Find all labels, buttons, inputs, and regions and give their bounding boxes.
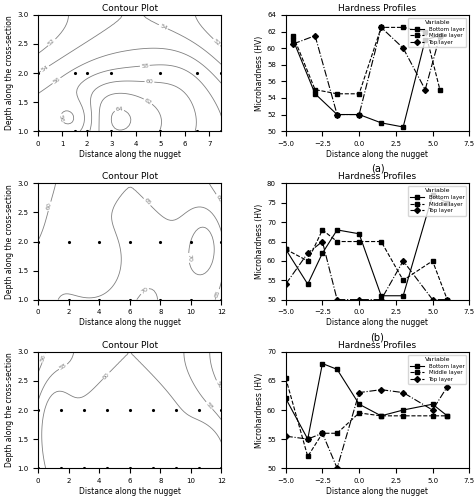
Text: 60: 60 [101,371,110,380]
Text: 70: 70 [140,286,149,295]
Text: 54: 54 [159,23,168,31]
Title: Hardness Profiles: Hardness Profiles [338,4,417,13]
Y-axis label: Microhardness (HV): Microhardness (HV) [255,204,264,279]
Text: 54: 54 [40,64,50,73]
Text: 52: 52 [47,38,56,47]
Y-axis label: Depth along the cross-section: Depth along the cross-section [5,353,14,468]
X-axis label: Distance along the nugget: Distance along the nugget [79,487,181,496]
Text: 70: 70 [186,254,191,262]
Text: 58: 58 [205,401,214,410]
Text: 60: 60 [215,194,223,203]
Text: 60: 60 [146,79,154,85]
Title: Hardness Profiles: Hardness Profiles [338,172,417,181]
Y-axis label: Depth along the cross-section: Depth along the cross-section [5,184,14,299]
X-axis label: Distance along the nugget: Distance along the nugget [79,149,181,159]
Title: Contour Plot: Contour Plot [101,4,158,13]
Legend: Bottom layer, Middle layer, Top layer: Bottom layer, Middle layer, Top layer [408,355,466,384]
X-axis label: Distance along the nugget: Distance along the nugget [79,318,181,327]
X-axis label: Distance along the nugget: Distance along the nugget [327,318,428,327]
Text: (b): (b) [371,332,384,342]
Title: Hardness Profiles: Hardness Profiles [338,341,417,350]
Legend: Bottom layer, Middle layer, Top layer: Bottom layer, Middle layer, Top layer [408,186,466,216]
Title: Contour Plot: Contour Plot [101,341,158,350]
Text: 56: 56 [215,380,222,389]
Text: 56: 56 [52,76,61,85]
Text: 62: 62 [144,97,153,106]
Text: 65: 65 [143,198,152,207]
Text: 56: 56 [40,354,47,363]
X-axis label: Distance along the nugget: Distance along the nugget [327,487,428,496]
Text: 58: 58 [58,363,68,371]
Y-axis label: Microhardness (HV): Microhardness (HV) [255,373,264,448]
Legend: Bottom layer, Middle layer, Top layer: Bottom layer, Middle layer, Top layer [408,18,466,47]
Text: 60: 60 [46,202,53,211]
Text: 65: 65 [214,289,221,298]
Text: (a): (a) [371,164,384,174]
Text: 64: 64 [115,107,123,112]
Text: 58: 58 [141,63,149,69]
Y-axis label: Depth along the cross-section: Depth along the cross-section [5,15,14,130]
Text: 52: 52 [212,38,221,47]
Title: Contour Plot: Contour Plot [101,172,158,181]
Text: 56: 56 [58,114,64,123]
X-axis label: Distance along the nugget: Distance along the nugget [327,149,428,159]
Y-axis label: Microhardness (HV): Microhardness (HV) [255,35,264,111]
